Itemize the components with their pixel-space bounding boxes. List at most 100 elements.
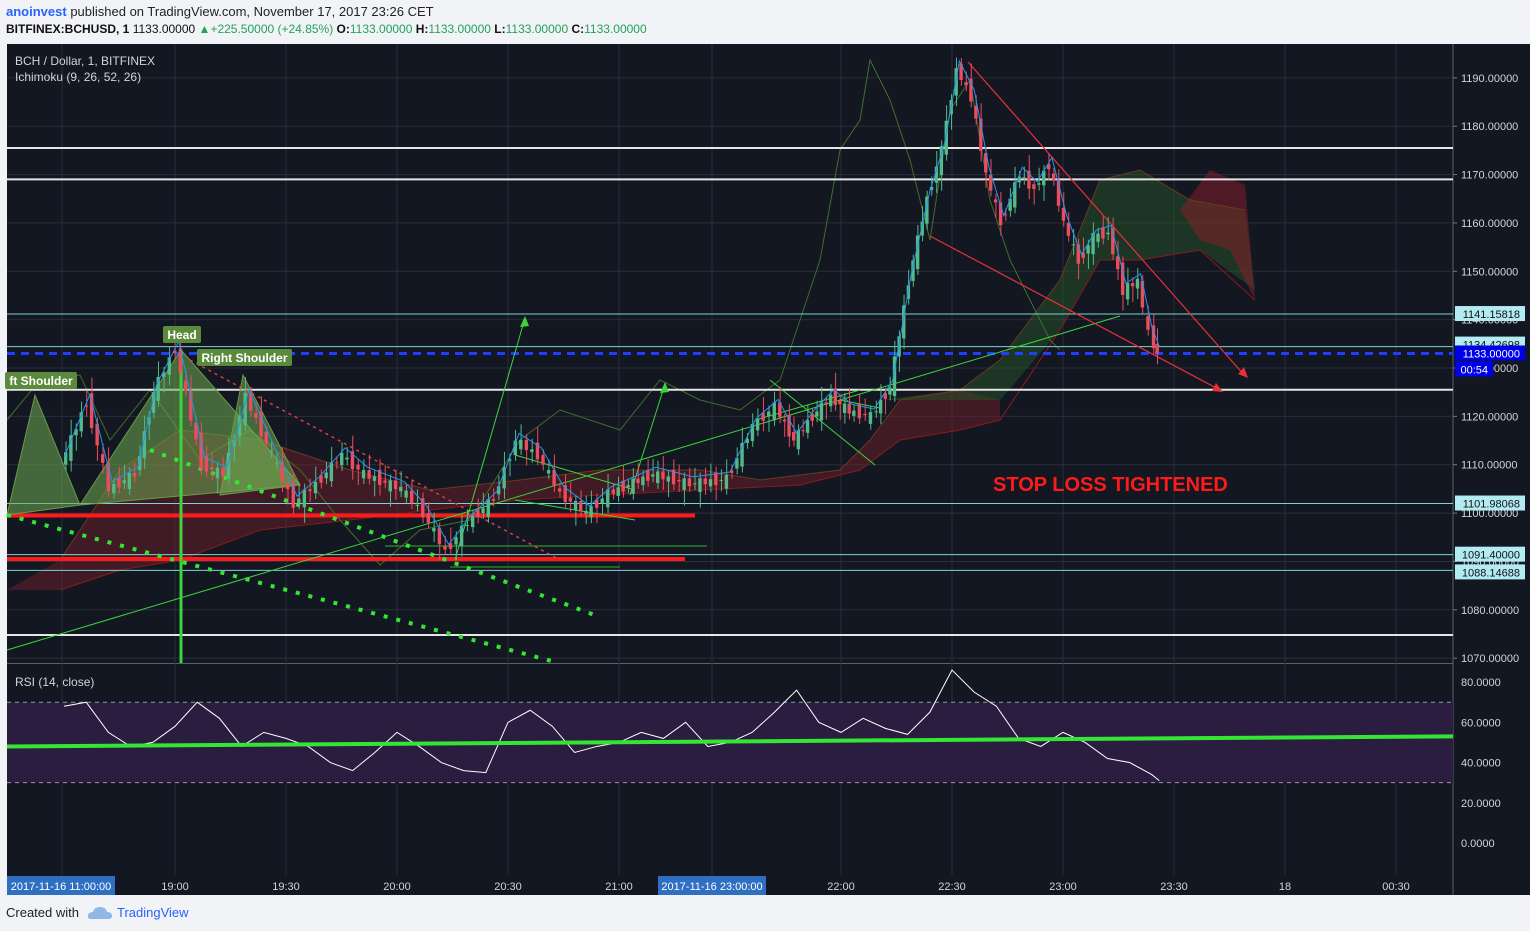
candle-body — [552, 470, 556, 487]
candle-body — [626, 485, 630, 488]
candle-body — [557, 488, 562, 492]
candle-body — [95, 423, 99, 446]
candle-body — [969, 78, 973, 102]
candle-body — [156, 376, 160, 401]
candle-body — [189, 390, 193, 421]
candle-body — [1008, 198, 1012, 211]
candle-body — [787, 414, 791, 437]
candle-body — [69, 435, 73, 461]
candle-body — [183, 380, 188, 391]
candle-body — [127, 472, 132, 489]
candle-body — [801, 430, 805, 432]
candle-body — [1017, 176, 1022, 183]
price-tag-label: 00:54 — [1460, 365, 1488, 377]
candle-body — [959, 63, 963, 81]
candle-body — [693, 483, 697, 485]
publish-info: anoinvest published on TradingView.com, … — [6, 4, 434, 19]
candle-body — [249, 392, 253, 411]
candle-body — [573, 500, 578, 511]
tenkan-line — [63, 59, 1160, 546]
time-tick-label: 23:00 — [1049, 881, 1077, 893]
rsi-legend: RSI (14, close) — [15, 675, 94, 689]
price-tag-box — [1455, 306, 1525, 322]
candle-body — [1120, 262, 1125, 295]
candle-body — [535, 442, 540, 460]
candle-body — [616, 487, 620, 496]
candle-body — [1027, 170, 1031, 189]
candle-body — [122, 480, 126, 484]
rsi-tick-label: 80.0000 — [1461, 677, 1501, 689]
price-tick-label: 1100.00000 — [1461, 508, 1518, 520]
arrow-head — [660, 382, 669, 393]
left-shoulder-label-box — [5, 372, 77, 389]
candle-body — [1140, 280, 1145, 308]
candle-body — [698, 478, 702, 493]
up-arrow-icon: ▲ — [198, 22, 211, 36]
last-price: 1133.00000 — [132, 22, 196, 36]
candle-body — [541, 455, 545, 465]
candles — [64, 57, 1159, 560]
arrow-head — [520, 316, 529, 327]
time-tick-label: 23:30 — [1160, 881, 1188, 893]
candle-body — [476, 509, 480, 518]
candle-body — [286, 483, 290, 490]
candle-body — [302, 489, 307, 508]
candle-body — [1022, 177, 1026, 179]
candle-body — [237, 416, 242, 436]
candle-body — [1130, 283, 1135, 287]
candle-body — [64, 452, 68, 465]
candle-body — [925, 196, 929, 224]
candle-body — [546, 470, 551, 474]
price-tick-label: 1160.00000 — [1461, 218, 1518, 230]
price-tag-label: 1141.15818 — [1463, 309, 1520, 321]
breakout-arrow — [629, 383, 666, 496]
tradingview-label: TradingView — [116, 905, 189, 920]
candle-body — [259, 411, 263, 437]
tradingview-brand[interactable]: TradingView — [87, 905, 189, 920]
time-tick-label: 18 — [1279, 881, 1291, 893]
candle-body — [796, 430, 800, 450]
candle-body — [280, 462, 284, 482]
time-tick-label: 22:30 — [938, 881, 966, 893]
candle-body — [454, 537, 458, 545]
candle-body — [409, 490, 414, 504]
candle-body — [372, 476, 377, 481]
candle-body — [221, 467, 225, 477]
candle-body — [682, 478, 686, 491]
candle-body — [1146, 316, 1150, 330]
candle-body — [782, 419, 787, 422]
rsi-trendline — [6, 734, 1454, 749]
downtrend-line — [967, 61, 1246, 377]
symbol-info-bar: BITFINEX:BCHUSD, 1 1133.00000 ▲+225.5000… — [6, 22, 647, 36]
cloud-span-b — [59, 249, 1256, 591]
candle-body — [934, 166, 939, 183]
price-tick-label: 1070.00000 — [1461, 653, 1519, 665]
chart-canvas[interactable]: 1190.00000 1180.00000 1170.00000 1160.00000… — [0, 0, 1530, 900]
low-value: 1133.00000 — [505, 22, 569, 36]
candle-body — [367, 470, 371, 479]
candle-body — [448, 543, 453, 549]
candle-body — [319, 475, 323, 483]
candle-body — [911, 260, 915, 281]
candle-body — [210, 467, 214, 470]
price-tick-label: 1080.00000 — [1461, 605, 1519, 617]
open-value: 1133.00000 — [349, 22, 413, 36]
downtrend-line — [929, 235, 1221, 391]
candle-body — [1071, 244, 1076, 246]
price-tag-label: 1133.00000 — [1463, 349, 1520, 361]
candle-body — [496, 486, 501, 495]
time-tick-label: 19:30 — [272, 881, 300, 893]
candle-body — [819, 402, 824, 421]
candle-body — [432, 528, 436, 532]
candle-body — [874, 411, 878, 413]
author-link[interactable]: anoinvest — [6, 4, 67, 19]
candle-body — [1111, 228, 1115, 255]
candle-body — [491, 499, 496, 501]
symbol-name[interactable]: BITFINEX:BCHUSD, 1 — [6, 22, 130, 36]
candle-body — [79, 412, 83, 432]
candle-body — [755, 419, 760, 431]
candle-body — [1003, 214, 1008, 216]
candle-body — [1042, 170, 1046, 186]
candle-body — [254, 412, 258, 419]
candle-body — [404, 490, 408, 498]
